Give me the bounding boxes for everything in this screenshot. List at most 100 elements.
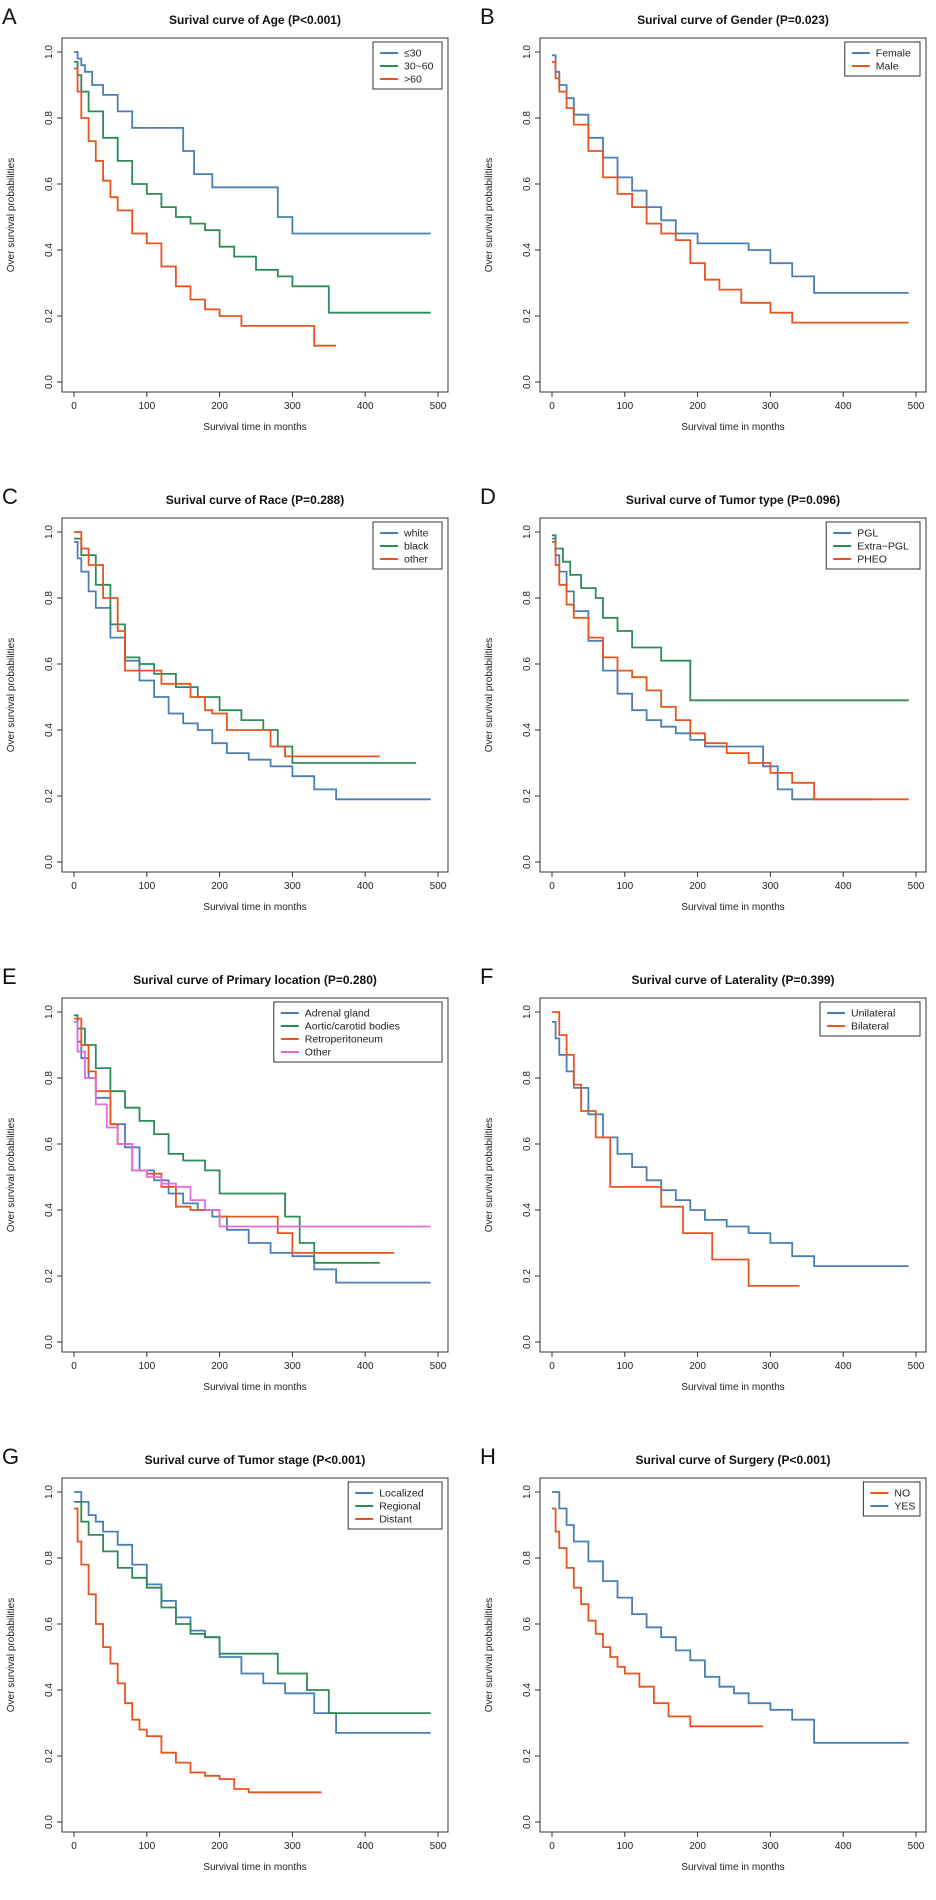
legend-label: Aortic/carotid bodies — [305, 1021, 400, 1033]
km-curve-male — [552, 61, 909, 324]
legend-label: Adrenal gland — [305, 1008, 370, 1020]
x-tick-label: 200 — [689, 1841, 706, 1852]
km-curve-30-60 — [74, 61, 431, 314]
y-tick-label: 0.6 — [44, 1137, 55, 1151]
x-axis-label: Survival time in months — [681, 1382, 784, 1393]
x-tick-label: 0 — [71, 401, 77, 412]
km-curve-yes — [552, 1491, 909, 1744]
y-tick-label: 0.6 — [44, 177, 55, 191]
x-tick-label: 300 — [284, 401, 301, 412]
legend-label: Bilateral — [851, 1021, 889, 1033]
x-tick-label: 100 — [616, 1361, 633, 1372]
y-tick-label: 0.0 — [522, 375, 533, 389]
x-tick-label: 300 — [762, 1361, 779, 1372]
y-tick-label: 0.2 — [522, 1749, 533, 1763]
y-tick-label: 0.0 — [522, 1815, 533, 1829]
x-tick-label: 100 — [138, 1841, 155, 1852]
y-axis-label: Over survival probabilities — [6, 158, 17, 273]
x-tick-label: 200 — [689, 401, 706, 412]
x-axis-label: Survival time in months — [203, 902, 306, 913]
panel-letter: H — [480, 1444, 496, 1469]
y-tick-label: 0.8 — [522, 1071, 533, 1085]
x-tick-label: 500 — [430, 1841, 447, 1852]
x-tick-label: 400 — [835, 881, 852, 892]
chart-title: Surival curve of Age (P<0.001) — [169, 13, 341, 27]
x-axis-label: Survival time in months — [681, 1862, 784, 1873]
x-tick-label: 100 — [616, 401, 633, 412]
y-tick-label: 0.0 — [44, 375, 55, 389]
chart-panel-b: B Surival curve of Gender (P=0.023) 0 100 20… — [480, 4, 927, 433]
x-tick-label: 200 — [689, 1361, 706, 1372]
y-tick-label: 0.2 — [44, 309, 55, 323]
x-tick-label: 400 — [835, 401, 852, 412]
panel-letter: G — [2, 1444, 19, 1469]
y-tick-label: 0.6 — [522, 1137, 533, 1151]
x-tick-label: 300 — [762, 881, 779, 892]
y-tick-label: 1.0 — [522, 45, 533, 59]
y-tick-label: 0.4 — [522, 243, 533, 257]
plot-frame — [61, 37, 449, 393]
chart-panel-e: E Surival curve of Primary location (P=0.… — [2, 964, 449, 1393]
legend-label: Female — [876, 48, 911, 60]
x-tick-label: 400 — [357, 881, 374, 892]
y-axis-label: Over survival probabilities — [484, 1598, 495, 1713]
y-tick-label: 0.6 — [44, 657, 55, 671]
legend-label: black — [404, 541, 429, 553]
x-tick-label: 200 — [211, 401, 228, 412]
chart-panel-d: D Surival curve of Tumor type (P=0.096) 0 1… — [480, 484, 927, 913]
y-tick-label: 1.0 — [522, 525, 533, 539]
legend-box — [819, 1001, 921, 1037]
y-tick-label: 0.2 — [522, 309, 533, 323]
x-tick-label: 100 — [616, 1841, 633, 1852]
y-axis-label: Over survival probabilities — [6, 638, 17, 753]
legend-box — [844, 41, 921, 77]
chart-panel-a: A Surival curve of Age (P<0.001) 0 100 200 30… — [2, 4, 449, 433]
x-tick-label: 400 — [835, 1841, 852, 1852]
y-tick-label: 0.2 — [44, 1269, 55, 1283]
x-tick-label: 100 — [138, 881, 155, 892]
x-axis-label: Survival time in months — [203, 422, 306, 433]
x-tick-label: 300 — [284, 1361, 301, 1372]
legend-label: YES — [894, 1501, 915, 1513]
y-tick-label: 1.0 — [44, 1485, 55, 1499]
y-tick-label: 0.0 — [44, 1815, 55, 1829]
y-tick-label: 1.0 — [44, 1005, 55, 1019]
km-curve-regional — [74, 1501, 431, 1714]
panel-letter: E — [2, 964, 17, 989]
legend-box — [862, 1481, 921, 1517]
plot-frame — [539, 1477, 927, 1833]
x-tick-label: 400 — [357, 1361, 374, 1372]
y-tick-label: 0.0 — [522, 1335, 533, 1349]
y-tick-label: 0.4 — [522, 723, 533, 737]
x-tick-label: 500 — [908, 401, 925, 412]
y-tick-label: 0.4 — [44, 723, 55, 737]
y-tick-label: 0.6 — [522, 177, 533, 191]
x-tick-label: 300 — [762, 401, 779, 412]
x-tick-label: 400 — [357, 401, 374, 412]
x-tick-label: 0 — [71, 1841, 77, 1852]
km-curve-pheo — [552, 541, 909, 801]
y-tick-label: 0.0 — [44, 855, 55, 869]
legend-label: 30~60 — [404, 61, 434, 73]
km-curve-white — [74, 541, 431, 801]
y-tick-label: 0.8 — [44, 591, 55, 605]
km-curve-aortic-carotid-bodies — [74, 1014, 380, 1264]
x-axis-label: Survival time in months — [203, 1382, 306, 1393]
legend-label: NO — [894, 1488, 910, 1500]
chart-title: Surival curve of Laterality (P=0.399) — [631, 973, 834, 987]
legend-label: Distant — [379, 1514, 412, 1526]
y-tick-label: 0.4 — [522, 1203, 533, 1217]
x-tick-label: 100 — [138, 401, 155, 412]
y-tick-label: 0.2 — [44, 1749, 55, 1763]
chart-title: Surival curve of Tumor type (P=0.096) — [626, 493, 840, 507]
y-tick-label: 0.6 — [522, 657, 533, 671]
x-tick-label: 500 — [430, 881, 447, 892]
x-axis-label: Survival time in months — [203, 1862, 306, 1873]
km-curve-extra-pgl — [552, 534, 909, 702]
y-tick-label: 0.4 — [522, 1683, 533, 1697]
y-axis-label: Over survival probabilities — [484, 1118, 495, 1233]
x-tick-label: 500 — [908, 1841, 925, 1852]
x-tick-label: 500 — [908, 1361, 925, 1372]
y-tick-label: 0.6 — [522, 1617, 533, 1631]
legend-label: Extra−PGL — [857, 541, 909, 553]
